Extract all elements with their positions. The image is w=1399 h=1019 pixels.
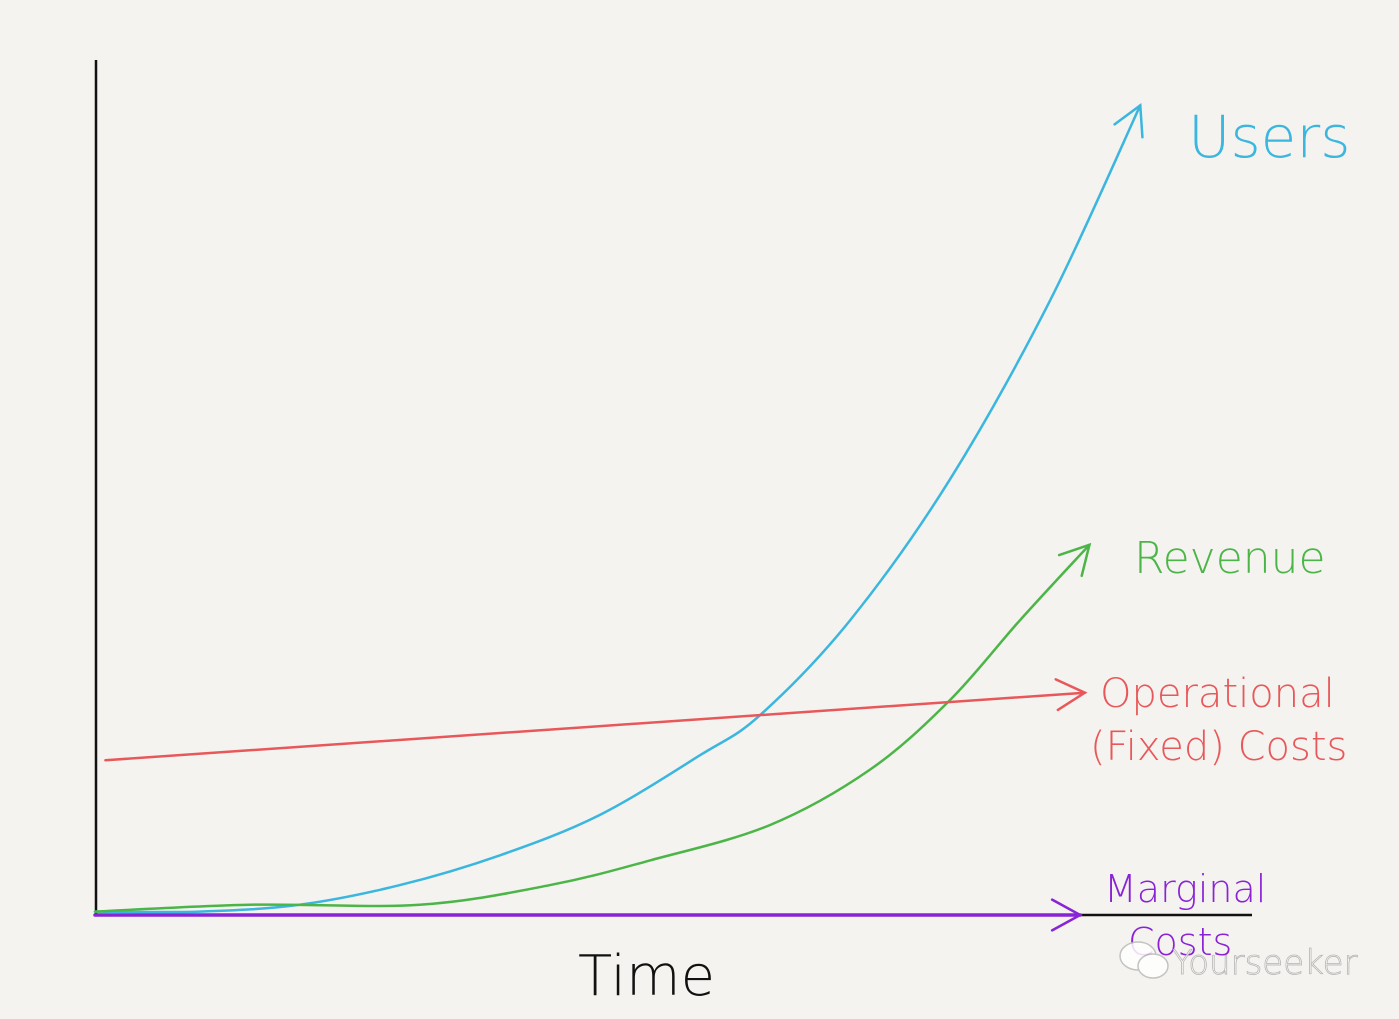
series-line-operational-fixed-costs [104, 691, 1087, 762]
series-label-revenue: Revenue [1134, 533, 1326, 584]
x-axis-label: Time [578, 944, 715, 1009]
arrowhead-revenue [1057, 542, 1092, 578]
arrowhead-operational-fixed-costs [1054, 678, 1088, 712]
series-label-operational-line2: (Fixed) Costs [1090, 724, 1347, 770]
series-label-users: Users [1188, 103, 1350, 171]
series-line-revenue [93, 543, 1091, 913]
series-label-operational-line1: Operational [1100, 671, 1335, 717]
arrowhead-users [1113, 102, 1144, 139]
watermark-text: Yourseeker [1172, 943, 1358, 983]
watermark: Yourseeker [1119, 941, 1358, 983]
chat-bubbles-icon [1119, 941, 1169, 979]
series-line-users [93, 104, 1142, 914]
series-label-marginal-line1: Marginal [1104, 867, 1266, 911]
arrowhead-marginal-costs [1050, 898, 1083, 932]
